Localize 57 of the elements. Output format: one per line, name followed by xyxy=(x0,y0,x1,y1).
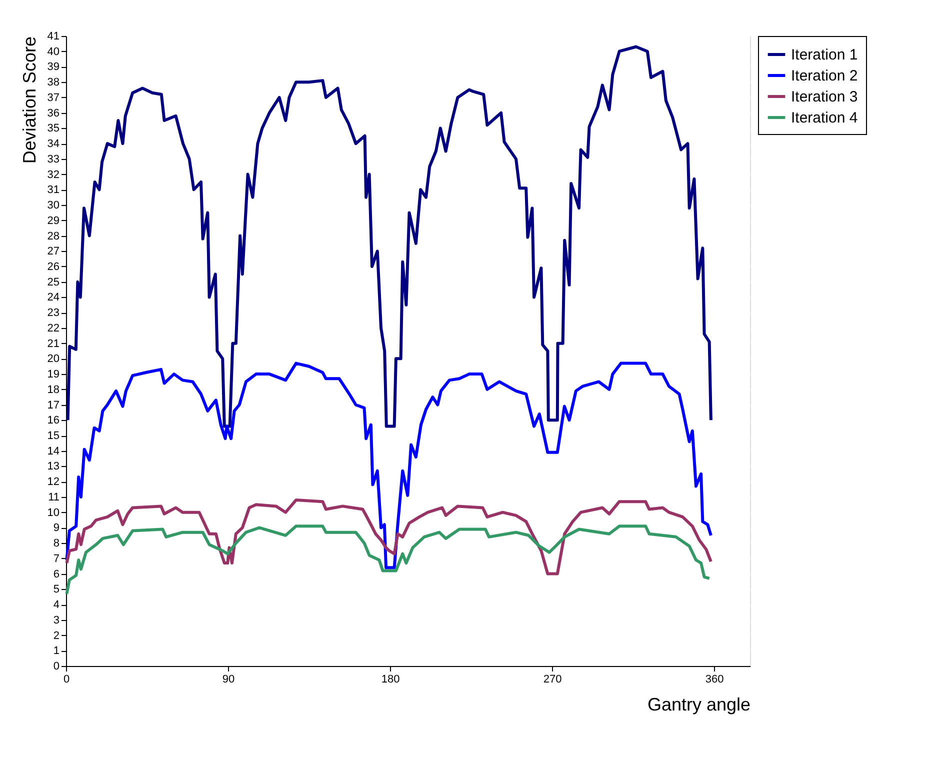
y-tick-label: 27 xyxy=(47,246,60,258)
y-tick-label: 10 xyxy=(47,506,60,519)
y-tick-label: 21 xyxy=(47,338,60,350)
y-tick-label: 9 xyxy=(53,522,60,534)
legend-label: Iteration 2 xyxy=(791,68,858,84)
y-tick-label: 12 xyxy=(47,476,60,488)
y-tick-label: 1 xyxy=(53,645,60,658)
y-tick-label: 4 xyxy=(53,599,60,612)
y-tick-label: 36 xyxy=(47,107,60,120)
line-series xyxy=(65,498,712,576)
legend-label: Iteration 1 xyxy=(791,46,858,64)
x-tick-label: 360 xyxy=(705,674,724,686)
y-tick-label: 29 xyxy=(47,214,60,227)
y-tick-label: 15 xyxy=(47,430,60,442)
x-axis-title: Gantry angle xyxy=(647,694,750,714)
y-tick-label: 20 xyxy=(47,353,60,366)
x-tick-label: 180 xyxy=(381,674,400,686)
y-tick-label: 41 xyxy=(47,30,60,42)
y-tick-label: 39 xyxy=(47,61,60,74)
y-tick-label: 18 xyxy=(47,384,60,396)
y-tick-label: 8 xyxy=(53,538,60,550)
y-tick-label: 16 xyxy=(47,414,60,427)
y-tick-label: 13 xyxy=(47,460,60,473)
y-tick-label: 37 xyxy=(47,92,60,104)
y-tick-label: 38 xyxy=(47,76,60,89)
y-tick-label: 33 xyxy=(47,153,60,166)
y-tick-label: 3 xyxy=(53,614,60,626)
line-series xyxy=(66,45,712,428)
y-tick-label: 7 xyxy=(53,552,60,565)
x-tick-label: 0 xyxy=(63,674,70,686)
y-tick-label: 28 xyxy=(47,230,60,242)
y-tick-label: 40 xyxy=(47,46,60,58)
y-tick-label: 25 xyxy=(47,276,60,288)
y-tick-label: 6 xyxy=(53,568,60,580)
y-tick-label: 19 xyxy=(47,368,60,381)
y-tick-label: 5 xyxy=(53,584,60,596)
y-tick-label: 32 xyxy=(47,168,60,181)
y-tick-label: 24 xyxy=(47,292,60,304)
y-tick-label: 22 xyxy=(47,322,60,334)
y-tick-label: 0 xyxy=(53,660,60,672)
legend-label: Iteration 4 xyxy=(791,110,858,126)
y-tick-label: 26 xyxy=(47,260,60,273)
y-tick-label: 23 xyxy=(47,307,60,320)
y-tick-label: 35 xyxy=(47,122,60,135)
y-tick-label: 30 xyxy=(47,200,60,212)
y-tick-label: 31 xyxy=(47,184,60,196)
y-tick-label: 11 xyxy=(48,491,60,504)
y-tick-label: 17 xyxy=(47,399,60,412)
legend-label: Iteration 3 xyxy=(791,88,858,106)
x-tick-label: 270 xyxy=(543,674,562,686)
y-tick-label: 2 xyxy=(53,630,60,642)
line-series xyxy=(65,524,711,596)
y-tick-label: 34 xyxy=(47,138,60,150)
x-tick-label: 90 xyxy=(222,674,235,686)
y-tick-label: 14 xyxy=(47,445,60,458)
line-series xyxy=(65,362,712,570)
y-axis-title: Deviation Score xyxy=(19,36,40,164)
